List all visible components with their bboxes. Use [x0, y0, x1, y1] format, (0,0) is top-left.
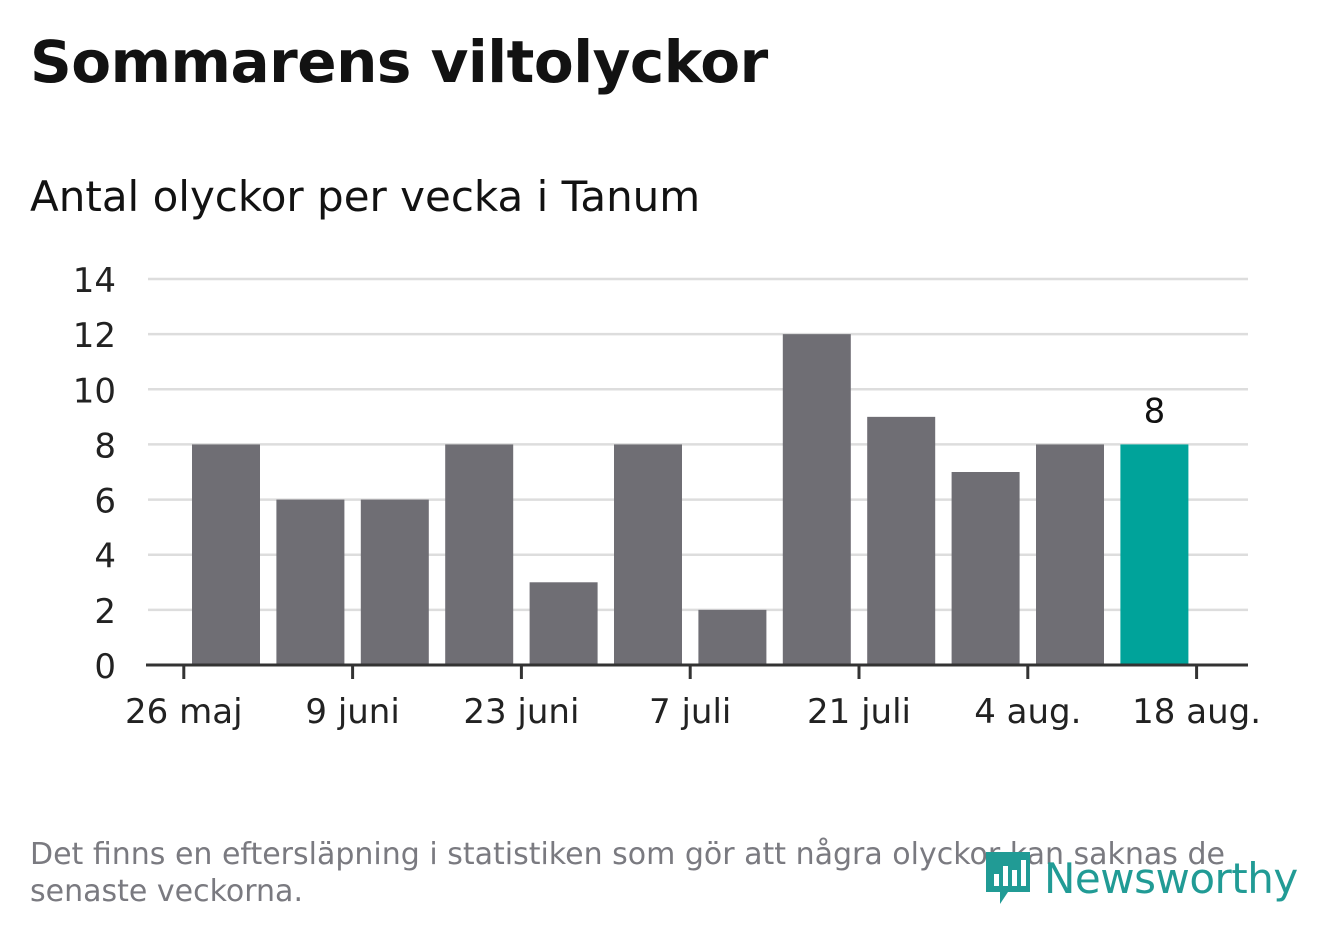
chart-title: Sommarens viltolyckor [30, 28, 768, 96]
brand-logo: Newsworthy [980, 846, 1298, 910]
bar-chart-speech-bubble-icon [986, 852, 1030, 904]
y-tick-label: 10 [73, 371, 116, 411]
highlight-data-label: 8 [1144, 391, 1166, 431]
bar-highlight [1120, 444, 1189, 665]
bar [445, 444, 514, 665]
bar [782, 334, 851, 665]
bar [1036, 444, 1104, 665]
bar [951, 472, 1020, 665]
brand-name: Newsworthy [1044, 853, 1298, 903]
x-tick-label: 7 juli [649, 692, 731, 732]
x-tick-label: 26 maj [125, 692, 242, 732]
chart-subtitle: Antal olyckor per vecka i Tanum [30, 172, 701, 221]
y-tick-label: 12 [73, 316, 116, 356]
bar [360, 499, 429, 665]
bar [276, 499, 345, 665]
bar [529, 582, 598, 665]
x-axis: 26 maj 9 juni 23 juni 7 juli 21 juli 4 aug. 18… [125, 663, 1261, 732]
bar [698, 609, 767, 665]
x-tick-label: 23 juni [463, 692, 579, 732]
bar [867, 416, 936, 665]
x-tick-label: 21 juli [807, 692, 911, 732]
bar-chart: 0 2 4 6 8 10 12 14 26 maj 9 juni 23 juni 7 juli 21 … [73, 261, 1261, 732]
y-tick-label: 0 [94, 647, 116, 687]
bars [192, 334, 1189, 665]
y-tick-label: 14 [73, 261, 116, 301]
x-tick-label: 4 aug. [974, 692, 1081, 732]
y-tick-label: 8 [94, 426, 116, 466]
y-tick-label: 4 [94, 537, 116, 577]
y-tick-label: 6 [94, 482, 116, 522]
x-tick-label: 18 aug. [1132, 692, 1261, 732]
bar [614, 444, 682, 665]
bar [192, 444, 260, 665]
x-tick-label: 9 juni [305, 692, 399, 732]
y-tick-label: 2 [94, 592, 116, 632]
data-labels: 8 [1144, 391, 1166, 431]
y-axis-ticks: 0 2 4 6 8 10 12 14 [73, 261, 116, 687]
